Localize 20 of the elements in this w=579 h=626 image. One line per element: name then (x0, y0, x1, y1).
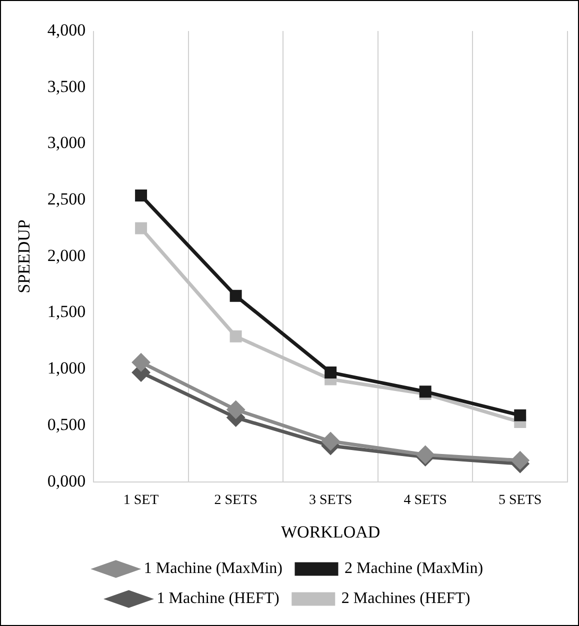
x-tick-label: 3 SETS (308, 492, 352, 508)
legend-label: 2 Machines (HEFT) (341, 590, 470, 608)
y-tick-label: 0,000 (47, 471, 86, 490)
y-tick-label: 0,500 (47, 414, 86, 434)
x-tick-label: 1 SET (123, 492, 160, 508)
y-tick-label: 4,000 (47, 20, 86, 40)
y-tick-label: 2,000 (47, 246, 86, 265)
y-axis-title: SPEEDUP (14, 220, 34, 294)
y-tick-label: 2,500 (47, 190, 86, 209)
legend-label: 1 Machine (HEFT) (156, 590, 280, 608)
legend-label: 2 Machine (MaxMin) (344, 560, 484, 578)
x-tick-label: 5 SETS (498, 492, 542, 508)
legend-label: 1 Machine (MaxMin) (144, 560, 283, 578)
y-tick-label: 3,000 (47, 133, 86, 152)
x-axis-title: WORKLOAD (280, 522, 380, 542)
y-tick-label: 3,500 (47, 76, 86, 96)
y-tick-label: 1,000 (47, 358, 86, 378)
x-tick-label: 2 SETS (214, 492, 258, 508)
x-tick-label: 4 SETS (404, 492, 447, 508)
y-tick-label: 1,500 (47, 302, 86, 322)
